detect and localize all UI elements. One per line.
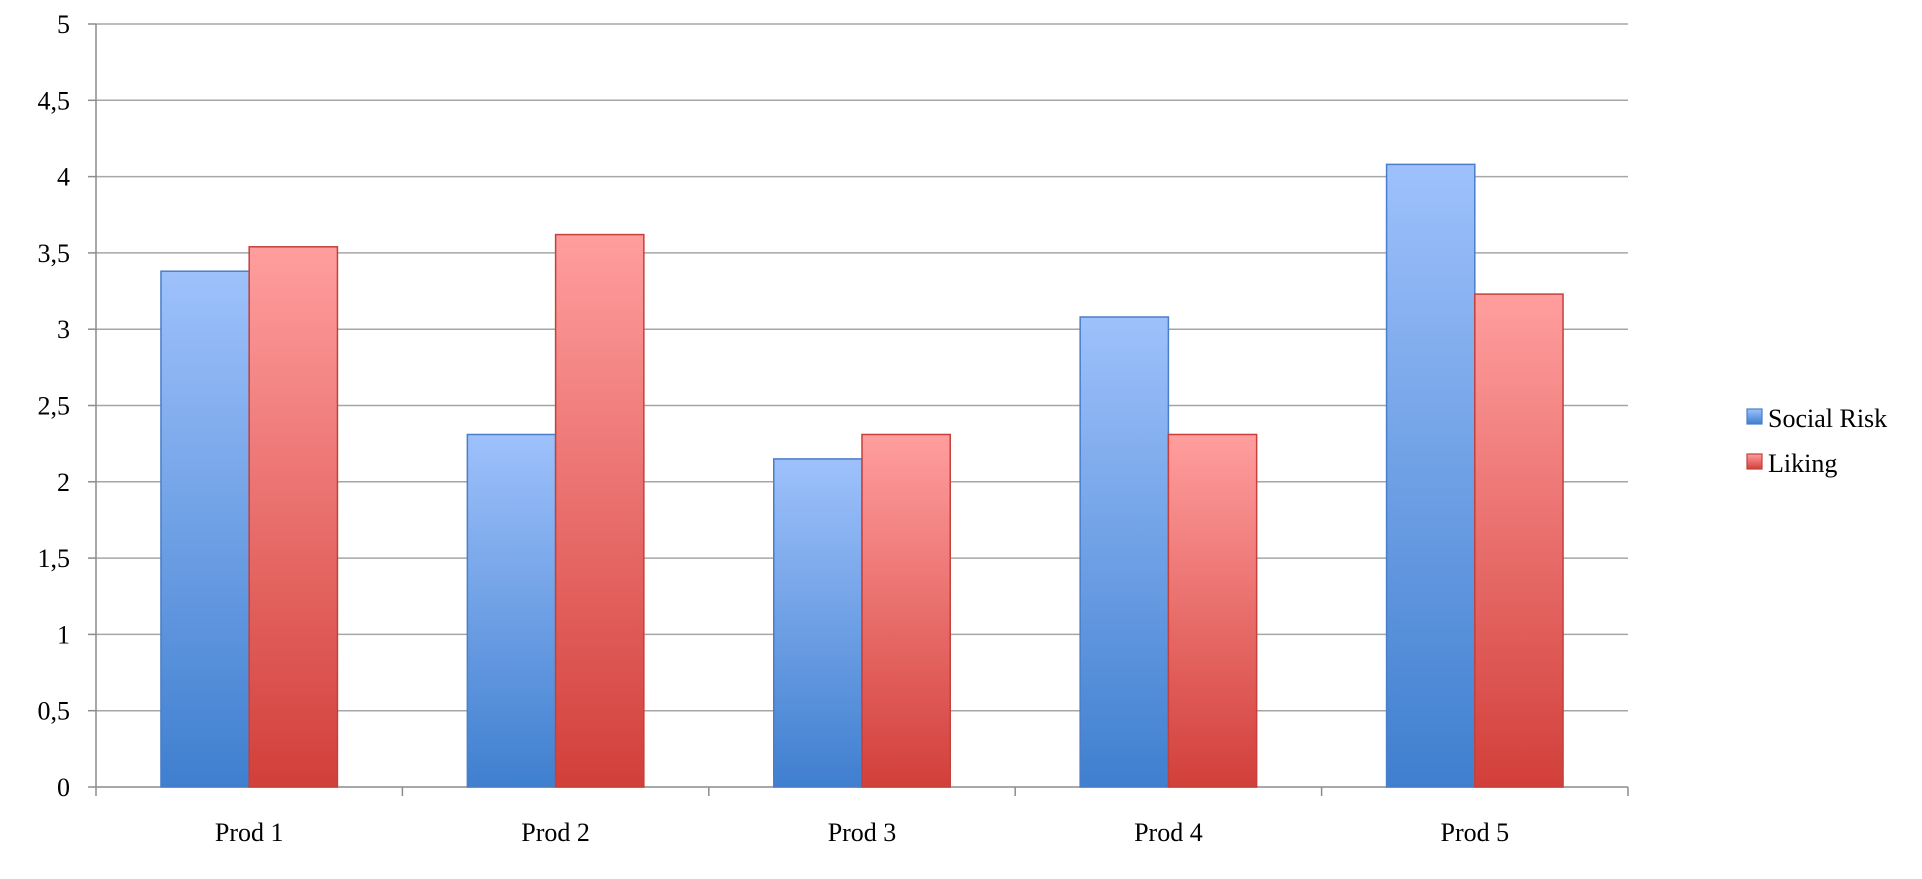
axis-labels: 0 0,5 1 1,5 2 2,5 3 3,5 4 4,5 5 Prod 1 Prod 2 Prod 3 P… <box>38 10 1510 847</box>
y-tick-label: 1,5 <box>38 544 71 573</box>
x-category-label: Prod 2 <box>521 818 590 847</box>
y-tick-label: 5 <box>57 10 70 39</box>
bar-social-risk-prod-5 <box>1385 163 1476 788</box>
bar-social-risk-prod-4 <box>1079 316 1170 788</box>
y-tick-label: 0 <box>57 773 70 802</box>
x-category-label: Prod 5 <box>1440 818 1509 847</box>
bar-liking-prod-2 <box>554 233 645 788</box>
y-tick-label: 3,5 <box>38 239 71 268</box>
legend-swatch-liking <box>1746 453 1763 470</box>
legend-label: Liking <box>1768 449 1837 478</box>
y-tick-label: 1 <box>57 620 70 649</box>
y-tick-label: 0,5 <box>38 697 71 726</box>
x-category-label: Prod 3 <box>828 818 897 847</box>
y-tick-label: 4,5 <box>38 86 71 115</box>
legend: Social Risk Liking <box>1746 404 1887 478</box>
y-tick-label: 3 <box>57 315 70 344</box>
y-tick-label: 4 <box>57 163 70 192</box>
bar-social-risk-prod-3 <box>773 458 863 788</box>
bar-liking-prod-3 <box>861 433 951 788</box>
gridlines <box>96 23 1628 712</box>
bar-social-risk-prod-1 <box>160 270 250 788</box>
bar-liking-prod-1 <box>248 246 339 788</box>
y-tick-label: 2,5 <box>38 392 71 421</box>
x-category-label: Prod 4 <box>1134 818 1203 847</box>
x-category-label: Prod 1 <box>215 818 284 847</box>
y-tick-label: 2 <box>57 468 70 497</box>
legend-swatch-social-risk <box>1746 408 1763 425</box>
bar-liking-prod-4 <box>1167 433 1258 788</box>
legend-label: Social Risk <box>1768 404 1887 433</box>
bars <box>160 163 1564 788</box>
bar-social-risk-prod-2 <box>466 433 557 788</box>
bar-liking-prod-5 <box>1474 293 1564 788</box>
